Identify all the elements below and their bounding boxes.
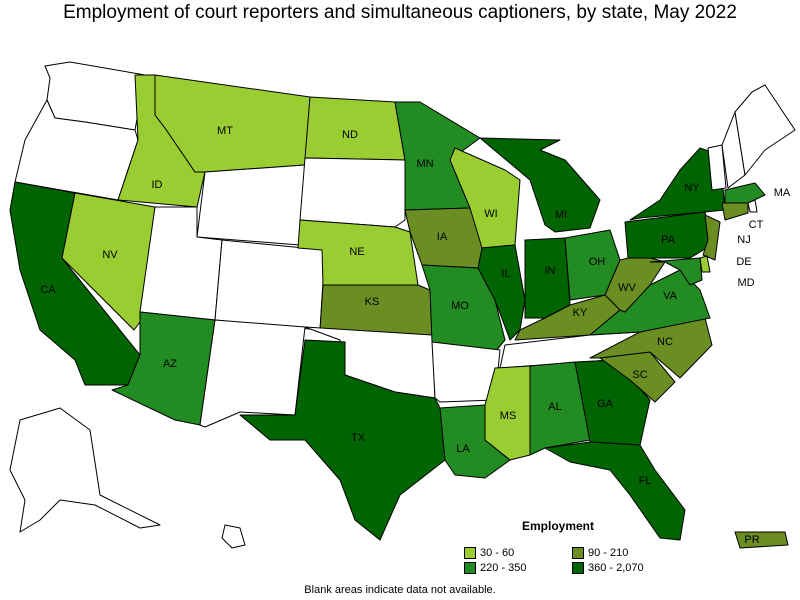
state-RI[interactable] <box>747 199 758 213</box>
legend-item-bin1: 90 - 210 <box>572 547 628 559</box>
state-label-DE: DE <box>736 256 751 268</box>
state-label-IN: IN <box>545 265 556 277</box>
state-label-MA: MA <box>774 187 791 199</box>
state-AR[interactable] <box>431 341 501 403</box>
state-PR[interactable] <box>734 531 789 549</box>
legend-label-bin1: 90 - 210 <box>588 547 629 559</box>
state-VT[interactable] <box>707 144 727 191</box>
state-label-NV: NV <box>102 249 118 261</box>
state-SD[interactable] <box>299 157 406 228</box>
state-label-WV: WV <box>618 282 636 294</box>
legend-swatch-bin0 <box>464 547 476 559</box>
legend-swatch-bin3 <box>572 562 584 574</box>
state-label-IA: IA <box>437 231 448 243</box>
state-label-TX: TX <box>351 432 366 444</box>
state-NJ[interactable] <box>702 214 721 261</box>
state-ME[interactable] <box>734 84 796 176</box>
state-FL[interactable] <box>544 441 686 541</box>
state-label-AL: AL <box>548 401 561 413</box>
state-label-CA: CA <box>40 284 56 296</box>
state-AK[interactable] <box>9 407 161 533</box>
state-label-AZ: AZ <box>163 358 177 370</box>
legend-item-bin2: 220 - 350 <box>464 562 526 574</box>
state-label-NE: NE <box>349 246 364 258</box>
state-MD[interactable] <box>649 257 703 286</box>
state-label-KY: KY <box>573 307 588 319</box>
state-label-MI: MI <box>555 209 567 221</box>
state-label-MT: MT <box>217 125 233 137</box>
legend-swatch-bin2 <box>464 562 476 574</box>
state-label-KS: KS <box>365 296 380 308</box>
legend-label-bin0: 30 - 60 <box>480 547 515 559</box>
state-IL[interactable] <box>477 244 526 341</box>
state-MA[interactable] <box>724 182 766 204</box>
state-label-OH: OH <box>589 256 606 268</box>
state-label-PR: PR <box>744 534 759 546</box>
state-AL[interactable] <box>529 361 591 456</box>
legend-title: Employment <box>522 519 595 533</box>
state-HI[interactable] <box>221 524 246 549</box>
state-label-NY: NY <box>684 182 700 194</box>
state-NV[interactable] <box>61 192 156 331</box>
state-label-GA: GA <box>597 398 614 410</box>
state-label-MD: MD <box>737 277 754 289</box>
state-KS[interactable] <box>319 284 433 336</box>
state-label-LA: LA <box>456 443 470 455</box>
state-label-WI: WI <box>484 208 497 220</box>
state-label-NJ: NJ <box>737 234 750 246</box>
state-label-PA: PA <box>661 234 676 246</box>
footnote: Blank areas indicate data not available. <box>304 584 496 596</box>
state-MI[interactable] <box>479 137 601 233</box>
state-label-ND: ND <box>342 129 358 141</box>
state-WY[interactable] <box>196 164 306 246</box>
legend-swatch-bin1 <box>572 547 584 559</box>
state-label-SC: SC <box>632 369 647 381</box>
state-IN[interactable] <box>524 237 571 319</box>
state-label-FL: FL <box>639 475 652 487</box>
map-title: Employment of court reporters and simult… <box>63 2 737 23</box>
state-CT[interactable] <box>721 202 749 221</box>
state-label-NC: NC <box>657 336 673 348</box>
legend-item-bin3: 360 - 2,070 <box>572 562 644 574</box>
state-label-IL: IL <box>501 268 510 280</box>
state-CO[interactable] <box>214 239 326 331</box>
state-TX[interactable] <box>239 339 446 541</box>
state-label-MO: MO <box>451 300 469 312</box>
state-label-CT: CT <box>749 219 764 231</box>
state-label-MN: MN <box>416 158 433 170</box>
legend-item-bin0: 30 - 60 <box>464 547 514 559</box>
state-NM[interactable] <box>199 319 306 428</box>
state-label-MS: MS <box>500 410 517 422</box>
state-label-ID: ID <box>152 179 163 191</box>
state-WV[interactable] <box>604 254 666 313</box>
state-label-VA: VA <box>663 290 678 302</box>
legend-label-bin2: 220 - 350 <box>480 562 527 574</box>
legend-label-bin3: 360 - 2,070 <box>588 562 644 574</box>
